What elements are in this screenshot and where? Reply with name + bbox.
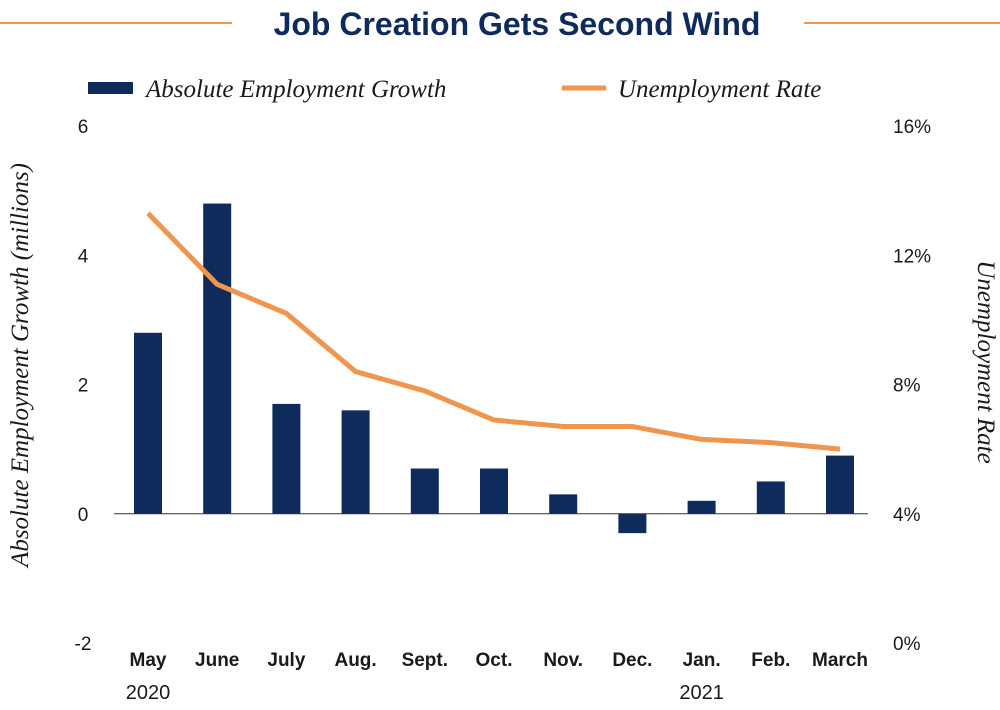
unemployment-rate-line <box>146 211 841 452</box>
x-tick-label: Nov. <box>543 650 583 671</box>
legend-label-employment-growth: Absolute Employment Growth <box>144 76 446 103</box>
bar-series-employment-growth <box>134 203 854 534</box>
legend: Absolute Employment Growth Unemployment … <box>88 76 821 103</box>
bar-june <box>203 203 232 514</box>
y-left-tick-label: -2 <box>75 634 92 655</box>
line-series-unemployment-rate <box>146 211 841 452</box>
x-tick-label: Oct. <box>476 650 513 671</box>
bar-dec <box>618 513 647 534</box>
y-axis-right-ticks: 16% 12% 8% 4% 0% <box>893 117 931 655</box>
y-right-tick-label: 4% <box>893 505 921 526</box>
y-left-tick-label: 4 <box>78 246 89 267</box>
x-tick-label: Sept. <box>402 650 448 671</box>
x-tick-label: Dec. <box>612 650 652 671</box>
bar-july <box>272 403 301 514</box>
x-tick-label: Feb. <box>751 650 790 671</box>
bar-may <box>134 332 162 514</box>
bar-oct <box>480 468 508 514</box>
bar-aug <box>341 410 370 514</box>
y-left-tick-label: 0 <box>78 505 89 526</box>
y-axis-right-title: Unemployment Rate <box>972 260 999 463</box>
y-axis-left-ticks: 6 4 2 0 -2 <box>75 117 92 655</box>
x-tick-label: July <box>267 650 305 671</box>
y-right-tick-label: 16% <box>893 117 931 138</box>
bar-march <box>826 455 854 514</box>
legend-swatch-employment-growth <box>88 82 133 94</box>
x-tick-label: March <box>812 650 868 671</box>
x-axis-year-labels: 2020 2021 <box>126 682 724 704</box>
bar-nov <box>549 494 578 514</box>
legend-label-unemployment-rate: Unemployment Rate <box>618 76 821 103</box>
bar-feb <box>756 481 785 514</box>
x-tick-label: Aug. <box>334 650 376 671</box>
x-tick-label: Jan. <box>683 650 721 671</box>
x-tick-label: June <box>195 650 239 671</box>
y-right-tick-label: 0% <box>893 634 921 655</box>
y-left-tick-label: 6 <box>78 117 89 138</box>
y-axis-left-title: Absolute Employment Growth (millions) <box>7 163 34 569</box>
x-tick-label: May <box>130 650 167 671</box>
y-left-tick-label: 2 <box>78 376 89 397</box>
chart-title: Job Creation Gets Second Wind <box>274 6 761 42</box>
bar-jan <box>687 500 716 514</box>
year-label: 2020 <box>126 682 171 704</box>
y-right-tick-label: 8% <box>893 376 921 397</box>
year-label: 2021 <box>679 682 724 704</box>
bar-sept <box>410 468 439 514</box>
y-right-tick-label: 12% <box>893 246 931 267</box>
x-axis-ticks: May June July Aug. Sept. Oct. Nov. Dec. Jan. Feb.… <box>130 650 868 671</box>
